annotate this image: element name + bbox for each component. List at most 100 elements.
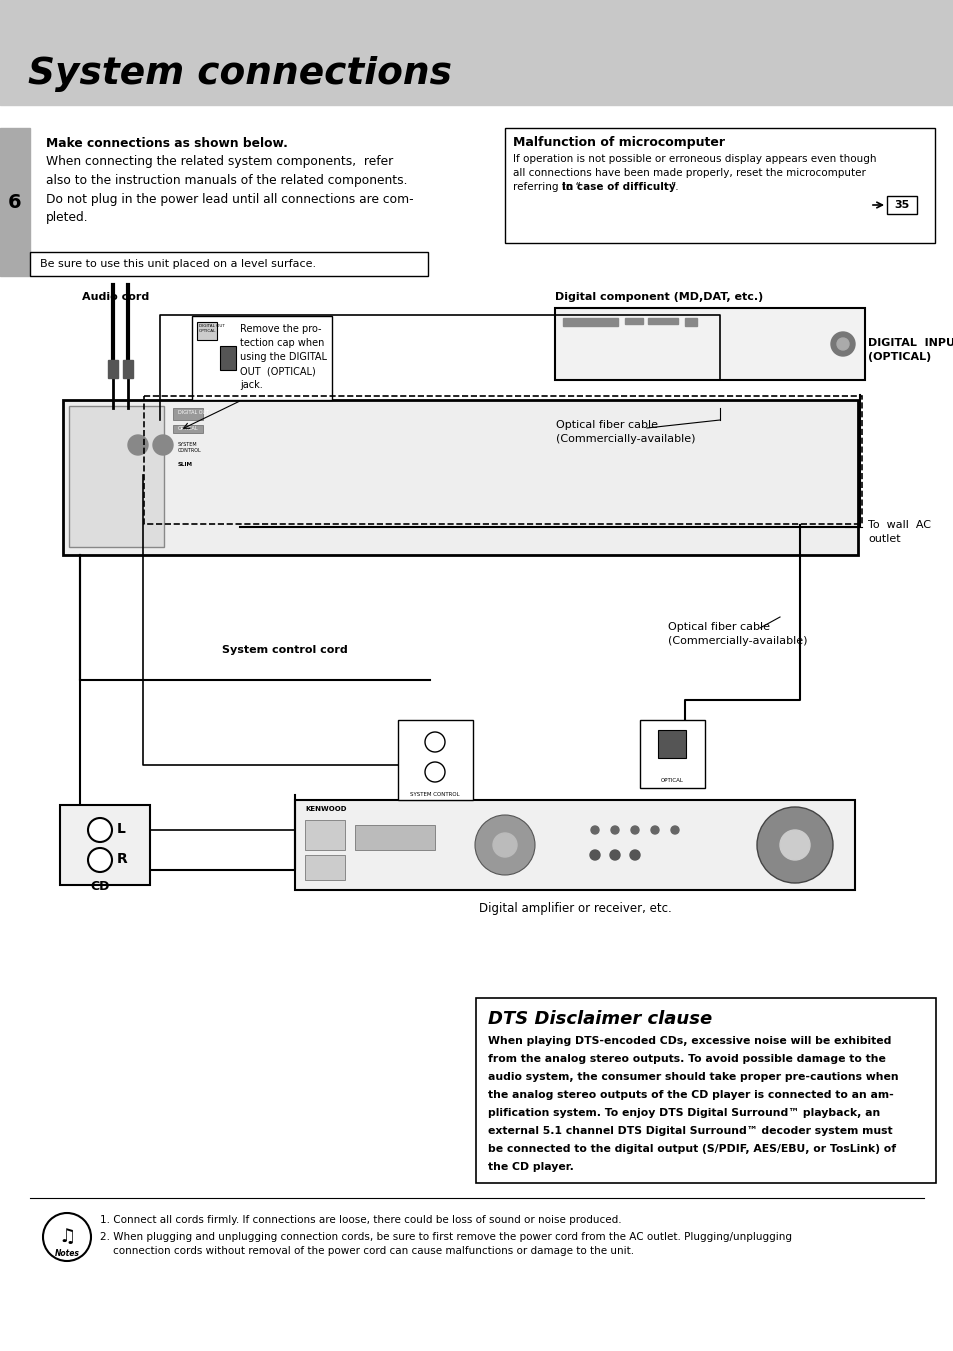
Text: CD: CD [90, 880, 110, 893]
Bar [144, 396, 862, 524]
Circle shape [589, 850, 599, 861]
Circle shape [43, 1213, 91, 1260]
Circle shape [424, 732, 444, 753]
Bar [0, 0, 953, 105]
Text: OPTICAL: OPTICAL [659, 778, 682, 784]
Text: 6: 6 [9, 192, 22, 212]
Circle shape [830, 332, 854, 357]
Text: 2. When plugging and unplugging connection cords, be sure to first remove the po: 2. When plugging and unplugging connecti… [100, 1232, 791, 1242]
Text: be connected to the digital output (S/PDIF, AES/EBU, or TosLink) of: be connected to the digital output (S/PD… [488, 1144, 895, 1154]
Text: OUT  (OPTICAL): OUT (OPTICAL) [240, 366, 315, 376]
Text: Audio cord: Audio cord [82, 292, 149, 303]
Text: referring to “: referring to “ [513, 182, 580, 192]
Text: the analog stereo outputs of the CD player is connected to an am-: the analog stereo outputs of the CD play… [488, 1090, 893, 1100]
Text: jack.: jack. [240, 380, 262, 390]
Circle shape [610, 825, 618, 834]
Bar [0, 128, 30, 276]
Bar [30, 253, 428, 276]
Bar [555, 308, 864, 380]
Text: Optical fiber cable: Optical fiber cable [667, 621, 769, 632]
Text: When playing DTS-encoded CDs, excessive noise will be exhibited: When playing DTS-encoded CDs, excessive … [488, 1036, 890, 1046]
Text: using the DIGITAL: using the DIGITAL [240, 353, 327, 362]
Circle shape [670, 825, 679, 834]
Text: (Commercially-available): (Commercially-available) [556, 434, 695, 444]
Bar [647, 317, 678, 324]
Text: external 5.1 channel DTS Digital Surround™ decoder system must: external 5.1 channel DTS Digital Surroun… [488, 1125, 892, 1136]
Bar [294, 800, 854, 890]
Text: Malfunction of microcomputer: Malfunction of microcomputer [513, 136, 724, 149]
Text: DTS Disclaimer clause: DTS Disclaimer clause [488, 1011, 712, 1028]
Bar [886, 196, 916, 213]
Bar [305, 855, 345, 880]
Bar [172, 408, 203, 420]
Bar [172, 426, 203, 434]
Circle shape [650, 825, 659, 834]
Text: System control cord: System control cord [222, 644, 348, 655]
Text: Digital component (MD,DAT, etc.): Digital component (MD,DAT, etc.) [555, 292, 762, 303]
Text: from the analog stereo outputs. To avoid possible damage to the: from the analog stereo outputs. To avoid… [488, 1054, 885, 1065]
Text: connection cords without removal of the power cord can cause malfunctions or dam: connection cords without removal of the … [100, 1246, 634, 1256]
Bar [305, 820, 345, 850]
Circle shape [424, 762, 444, 782]
Text: Digital amplifier or receiver, etc.: Digital amplifier or receiver, etc. [478, 902, 671, 915]
Bar [562, 317, 618, 326]
Text: KENWOOD: KENWOOD [305, 807, 346, 812]
Text: 1. Connect all cords firmly. If connections are loose, there could be loss of so: 1. Connect all cords firmly. If connecti… [100, 1215, 621, 1225]
Text: System connections: System connections [28, 55, 452, 92]
Text: DIGITAL  INPUT: DIGITAL INPUT [867, 338, 953, 349]
Text: pleted.: pleted. [46, 211, 89, 224]
Text: tection cap when: tection cap when [240, 338, 324, 349]
Circle shape [609, 850, 619, 861]
Text: ”.: ”. [669, 182, 678, 192]
Text: also to the instruction manuals of the related components.: also to the instruction manuals of the r… [46, 174, 407, 186]
Text: ♫: ♫ [58, 1228, 75, 1247]
Text: OPTICAL: OPTICAL [178, 426, 198, 431]
Text: L: L [117, 821, 126, 836]
Bar [63, 400, 857, 555]
Text: Do not plug in the power lead until all connections are com-: Do not plug in the power lead until all … [46, 192, 414, 205]
Text: plification system. To enjoy DTS Digital Surround™ playback, an: plification system. To enjoy DTS Digital… [488, 1108, 880, 1119]
Circle shape [757, 807, 832, 884]
Circle shape [128, 435, 148, 455]
Text: SYSTEM
CONTROL: SYSTEM CONTROL [178, 442, 201, 453]
Text: Remove the pro-: Remove the pro- [240, 324, 321, 334]
Text: outlet: outlet [867, 534, 900, 544]
Bar [355, 825, 435, 850]
Text: 35: 35 [893, 200, 908, 209]
Text: When connecting the related system components,  refer: When connecting the related system compo… [46, 155, 393, 169]
Bar [476, 998, 935, 1183]
Circle shape [152, 435, 172, 455]
Bar [639, 720, 704, 788]
Circle shape [629, 850, 639, 861]
Text: To  wall  AC: To wall AC [867, 520, 930, 530]
Bar [108, 359, 118, 378]
Text: all connections have been made properly, reset the microcomputer: all connections have been made properly,… [513, 168, 865, 178]
Bar [684, 317, 697, 326]
Circle shape [475, 815, 535, 875]
Text: DIGITAL OUT
OPTICAL: DIGITAL OUT OPTICAL [199, 324, 225, 332]
Circle shape [88, 848, 112, 871]
Text: (Commercially-available): (Commercially-available) [667, 636, 806, 646]
Circle shape [780, 830, 809, 861]
Text: SYSTEM CONTROL: SYSTEM CONTROL [410, 792, 459, 797]
Circle shape [630, 825, 639, 834]
Text: the CD player.: the CD player. [488, 1162, 574, 1173]
Text: SLIM: SLIM [178, 462, 193, 467]
Bar [69, 407, 164, 547]
Text: Be sure to use this unit placed on a level surface.: Be sure to use this unit placed on a lev… [40, 259, 315, 269]
Circle shape [493, 834, 517, 857]
Text: Notes: Notes [54, 1250, 79, 1258]
Text: If operation is not possible or erroneous display appears even though: If operation is not possible or erroneou… [513, 154, 876, 163]
Circle shape [836, 338, 848, 350]
Bar [192, 316, 332, 400]
Bar [624, 317, 642, 324]
Bar [196, 322, 216, 340]
Bar [60, 805, 150, 885]
Bar [220, 346, 235, 370]
Bar [658, 730, 685, 758]
Text: (OPTICAL): (OPTICAL) [867, 353, 930, 362]
Text: DIGITAL OUT: DIGITAL OUT [178, 409, 209, 415]
Circle shape [88, 817, 112, 842]
Text: audio system, the consumer should take proper pre-cautions when: audio system, the consumer should take p… [488, 1071, 898, 1082]
Bar [397, 720, 473, 800]
